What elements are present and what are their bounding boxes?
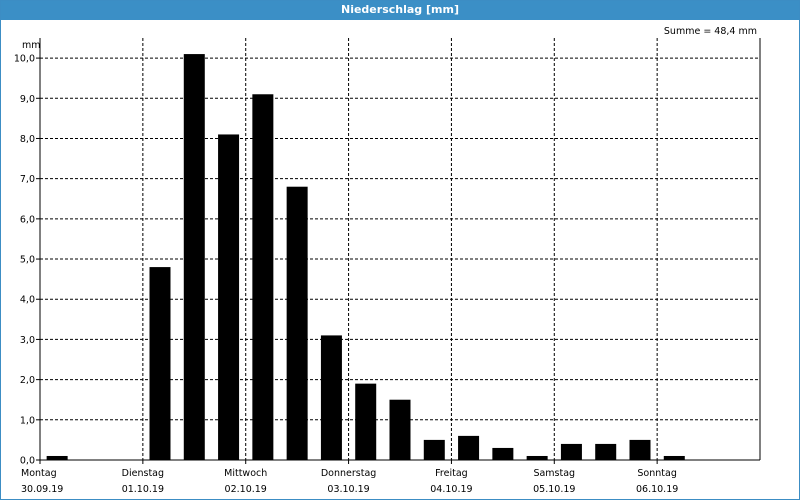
bar [526,455,548,460]
y-axis-unit-label: mm [22,40,41,51]
bar [218,134,240,460]
bar [286,186,308,460]
y-tick-label: 7,0 [20,174,35,185]
bar [458,435,480,460]
y-tick-label: 2,0 [20,375,35,386]
x-tick-label-weekday: Freitag [435,468,468,479]
x-tick-label-date: 06.10.19 [636,484,678,495]
x-tick-label-date: 04.10.19 [430,484,472,495]
bar [46,455,68,460]
y-tick-label: 1,0 [20,415,35,426]
x-tick-label-weekday: Samstag [533,468,575,479]
x-tick-label-weekday: Sonntag [637,468,676,479]
y-tick-label: 3,0 [20,335,35,346]
x-tick-label-date: 01.10.19 [122,484,164,495]
bar [663,455,685,460]
bar [149,267,171,460]
x-tick-label-date: 02.10.19 [225,484,267,495]
x-tick-label-weekday: Donnerstag [321,468,376,479]
chart-title: Niederschlag [mm] [1,1,799,20]
x-tick-label-weekday: Dienstag [122,468,164,479]
bar [389,399,411,460]
axes [36,38,761,464]
bar [629,439,651,460]
bar [252,94,274,461]
grid-lines [40,38,760,460]
bar [560,443,582,460]
total-precipitation-label: Summe = 48,4 mm [663,26,757,37]
y-tick-label: 10,0 [14,54,35,65]
y-tick-label: 0,0 [20,456,35,467]
bar [320,335,342,460]
axis-labels: 0,0 1,0 2,0 3,0 4,0 5,0 6,0 7,0 8,0 9,0 10,0 Montag… [14,40,678,495]
bar [492,447,514,460]
bars [46,54,685,461]
y-tick-label: 5,0 [20,255,35,266]
bar [595,443,617,460]
y-tick-label: 6,0 [20,214,35,225]
x-tick-label-date: 03.10.19 [327,484,369,495]
bar [423,439,445,460]
y-tick-label: 9,0 [20,94,35,105]
y-tick-label: 4,0 [20,295,35,306]
x-tick-label-date: 05.10.19 [533,484,575,495]
y-tick-label: 8,0 [20,134,35,145]
x-tick-label-date: 30.09.19 [21,484,63,495]
bar [355,383,377,460]
x-tick-label-weekday: Mittwoch [224,468,267,479]
bar [183,54,205,460]
x-tick-label-weekday: Montag [21,468,57,479]
